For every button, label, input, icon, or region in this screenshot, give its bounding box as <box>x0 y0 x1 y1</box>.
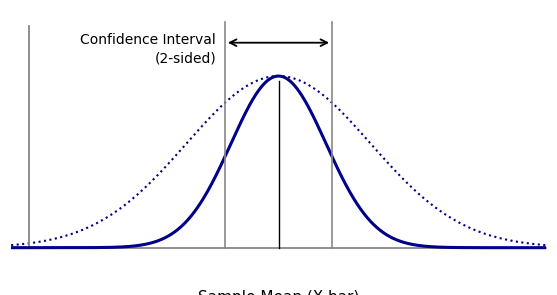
Text: Sample Mean (X-bar): Sample Mean (X-bar) <box>198 290 359 295</box>
Text: (2-sided): (2-sided) <box>154 51 216 65</box>
Text: Confidence Interval: Confidence Interval <box>80 33 216 47</box>
